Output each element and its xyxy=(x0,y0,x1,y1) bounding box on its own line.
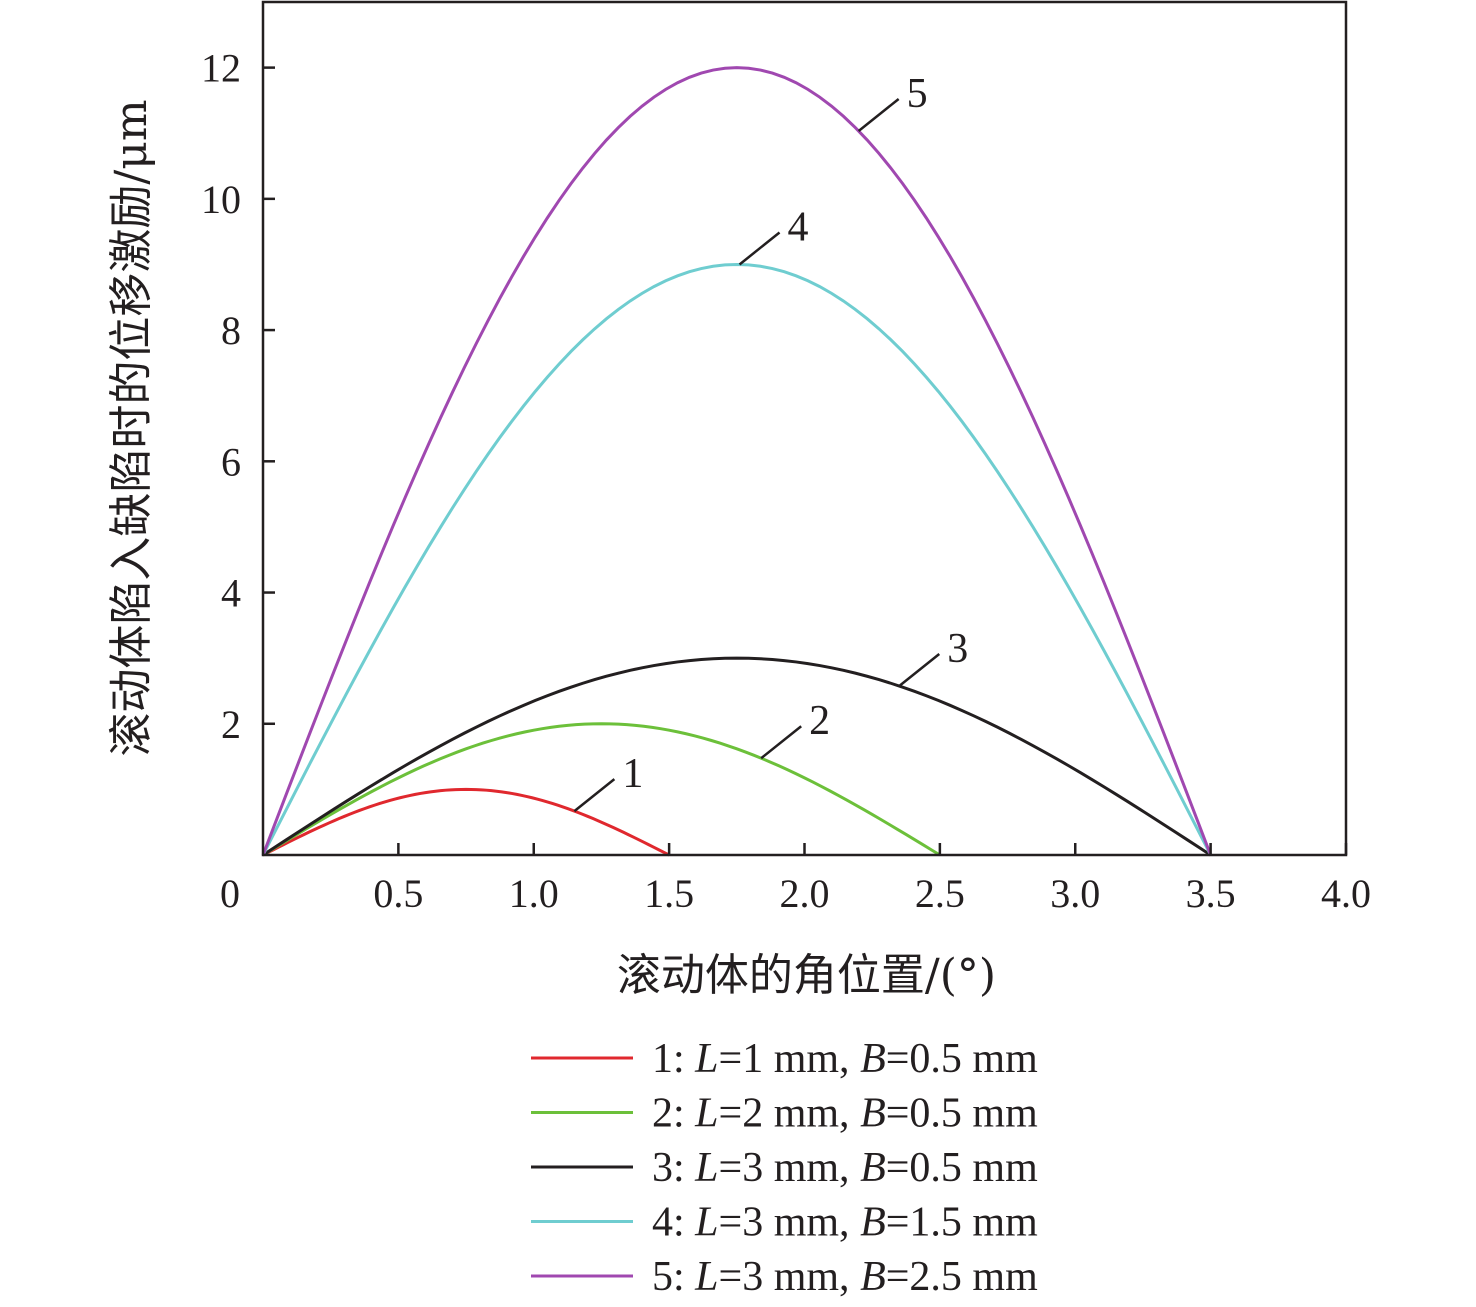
annotation-leader-1 xyxy=(573,778,616,813)
annotation-label-1: 1 xyxy=(622,751,643,797)
origin-tick-label: 0 xyxy=(220,871,240,916)
series-line-5 xyxy=(261,66,1213,856)
annotation-label-4: 4 xyxy=(788,204,809,250)
y-tick-label: 2 xyxy=(221,702,241,747)
annotation-label-5: 5 xyxy=(907,71,928,117)
series-line-4 xyxy=(261,262,1212,856)
annotation-leader-4 xyxy=(738,231,781,266)
curve-annotations: 1 2 3 4 5 xyxy=(573,71,968,813)
series-line-1 xyxy=(262,787,670,857)
x-axis-title: 滚动体的角位置/(°) xyxy=(617,950,996,1001)
x-tick-label: 1.5 xyxy=(644,871,694,916)
y-axis: 2 4 6 8 10 12 xyxy=(201,46,275,747)
y-axis-title: 滚动体陷入缺陷时的位移激励/μm xyxy=(106,99,157,756)
plot-frame xyxy=(261,0,1348,857)
x-axis: 0.5 1.0 1.5 2.0 2.5 3.0 3.5 4.0 xyxy=(373,843,1371,916)
annotation-leader-2 xyxy=(760,725,802,760)
series-curves xyxy=(261,66,1213,857)
x-tick-label: 3.0 xyxy=(1050,871,1100,916)
legend-label-1: 1: L=1 mm, B=0.5 mm xyxy=(652,1036,1038,1082)
x-tick-label: 0.5 xyxy=(373,871,423,916)
y-tick-label: 12 xyxy=(201,46,241,91)
series-line-3 xyxy=(262,656,1212,857)
x-tick-label: 2.0 xyxy=(780,871,830,916)
legend-item-3: 3: L=3 mm, B=0.5 mm xyxy=(531,1145,1038,1191)
x-tick-label: 1.0 xyxy=(509,871,559,916)
x-tick-label: 4.0 xyxy=(1321,871,1371,916)
legend-label-3: 3: L=3 mm, B=0.5 mm xyxy=(652,1145,1038,1191)
annotation-leader-3 xyxy=(898,653,941,687)
annotation-label-2: 2 xyxy=(809,698,830,744)
legend: 1: L=1 mm, B=0.5 mm 2: L=2 mm, B=0.5 mm 3:… xyxy=(531,1036,1038,1300)
y-tick-label: 10 xyxy=(201,177,241,222)
series-line-2 xyxy=(262,722,941,857)
legend-item-1: 1: L=1 mm, B=0.5 mm xyxy=(531,1036,1038,1082)
legend-item-5: 5: L=3 mm, B=2.5 mm xyxy=(531,1254,1038,1300)
legend-label-2: 2: L=2 mm, B=0.5 mm xyxy=(652,1091,1038,1137)
y-tick-label: 4 xyxy=(221,571,241,616)
legend-item-2: 2: L=2 mm, B=0.5 mm xyxy=(531,1091,1038,1137)
y-tick-label: 6 xyxy=(221,439,241,484)
x-tick-label: 2.5 xyxy=(915,871,965,916)
legend-label-5: 5: L=3 mm, B=2.5 mm xyxy=(652,1254,1038,1300)
x-tick-label: 3.5 xyxy=(1186,871,1236,916)
y-tick-label: 8 xyxy=(221,308,241,353)
legend-item-4: 4: L=3 mm, B=1.5 mm xyxy=(531,1200,1038,1246)
legend-label-4: 4: L=3 mm, B=1.5 mm xyxy=(652,1200,1038,1246)
annotation-leader-5 xyxy=(857,98,900,132)
annotation-label-3: 3 xyxy=(947,626,968,672)
